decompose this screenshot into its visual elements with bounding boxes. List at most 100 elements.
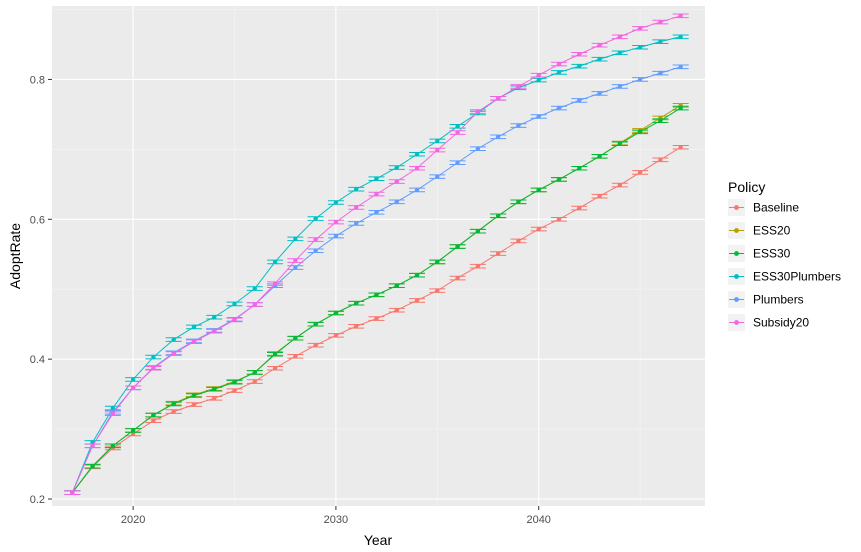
data-point — [658, 157, 663, 163]
data-point — [212, 314, 217, 320]
data-point — [556, 177, 562, 182]
data-point — [658, 70, 663, 76]
data-point — [333, 200, 339, 205]
legend: Policy Baseline ESS20 ESS30 ESS30Plumbers Pl… — [728, 179, 841, 331]
data-point — [435, 147, 440, 153]
x-tick-label: 2020 — [121, 514, 145, 526]
x-tick-label: 2030 — [324, 514, 348, 526]
data-point — [252, 302, 257, 307]
data-point — [394, 283, 399, 288]
data-point — [495, 251, 501, 256]
data-point — [212, 387, 217, 392]
data-point — [475, 263, 481, 269]
data-point — [333, 233, 339, 239]
data-point — [293, 335, 298, 341]
data-point — [90, 443, 95, 449]
data-point — [252, 370, 257, 375]
data-point — [516, 199, 521, 205]
data-point — [191, 324, 197, 330]
data-point — [353, 205, 359, 210]
data-point — [678, 64, 683, 70]
data-point — [151, 366, 156, 371]
series-ess30 — [64, 105, 689, 496]
data-point — [577, 166, 582, 171]
data-point — [435, 174, 440, 179]
legend-key-point — [734, 205, 739, 210]
data-point — [293, 354, 298, 359]
data-point — [658, 118, 663, 123]
data-point — [678, 145, 683, 150]
data-point — [455, 244, 460, 249]
data-point — [374, 292, 379, 298]
data-point — [414, 298, 420, 303]
data-point — [637, 170, 643, 175]
data-point — [313, 216, 318, 221]
data-point — [191, 393, 197, 398]
data-point — [414, 273, 420, 278]
data-point — [577, 98, 582, 103]
data-point — [353, 221, 359, 226]
data-point — [171, 409, 176, 414]
data-point — [353, 187, 359, 192]
data-point — [110, 443, 116, 449]
data-point — [374, 191, 379, 197]
y-tick-label: 0.2 — [30, 494, 45, 506]
data-point — [495, 213, 501, 218]
data-point — [637, 45, 643, 50]
data-point — [110, 411, 116, 416]
legend-key-point — [734, 274, 739, 279]
data-point — [455, 160, 460, 165]
data-point — [394, 165, 399, 170]
data-point — [455, 124, 460, 129]
data-point — [658, 39, 663, 44]
data-point — [151, 412, 156, 418]
data-point — [212, 328, 217, 334]
data-point — [232, 317, 237, 323]
data-point — [435, 138, 440, 144]
data-point — [455, 130, 460, 135]
data-point — [577, 63, 582, 69]
data-point — [293, 236, 298, 242]
data-point — [637, 77, 643, 82]
data-point — [151, 418, 156, 423]
data-point — [272, 281, 278, 286]
data-point — [516, 84, 521, 89]
data-point — [617, 50, 623, 56]
data-point — [556, 70, 562, 75]
data-point — [272, 259, 278, 265]
data-point — [212, 396, 217, 401]
data-point — [130, 385, 136, 391]
data-point — [597, 194, 602, 199]
data-point — [516, 238, 521, 244]
data-point — [374, 176, 379, 181]
legend-item-baseline: Baseline — [728, 199, 799, 216]
data-point — [556, 217, 562, 222]
data-point — [455, 275, 460, 281]
data-point — [597, 42, 602, 48]
data-point — [475, 146, 481, 151]
data-point — [637, 26, 643, 31]
data-point — [272, 352, 278, 357]
minor-gridlines — [52, 6, 705, 506]
data-point — [293, 265, 298, 270]
x-axis: 2020 2030 2040 — [121, 506, 551, 526]
data-point — [313, 248, 318, 253]
data-point — [597, 56, 602, 62]
data-point — [617, 182, 623, 188]
data-point — [414, 166, 420, 171]
data-point — [556, 61, 562, 67]
data-point — [272, 366, 278, 371]
data-point — [252, 286, 257, 291]
data-point — [374, 316, 379, 321]
data-point — [475, 109, 481, 114]
series-ess30plumbers — [64, 34, 689, 496]
legend-item-ess30: ESS30 — [728, 245, 791, 262]
data-point — [171, 401, 176, 407]
legend-item-plumbers: Plumbers — [728, 291, 804, 308]
data-point — [191, 339, 197, 344]
data-point — [617, 34, 623, 39]
data-point — [678, 105, 683, 111]
data-point — [536, 226, 541, 232]
data-point — [678, 13, 683, 18]
legend-label: ESS30 — [753, 247, 791, 261]
